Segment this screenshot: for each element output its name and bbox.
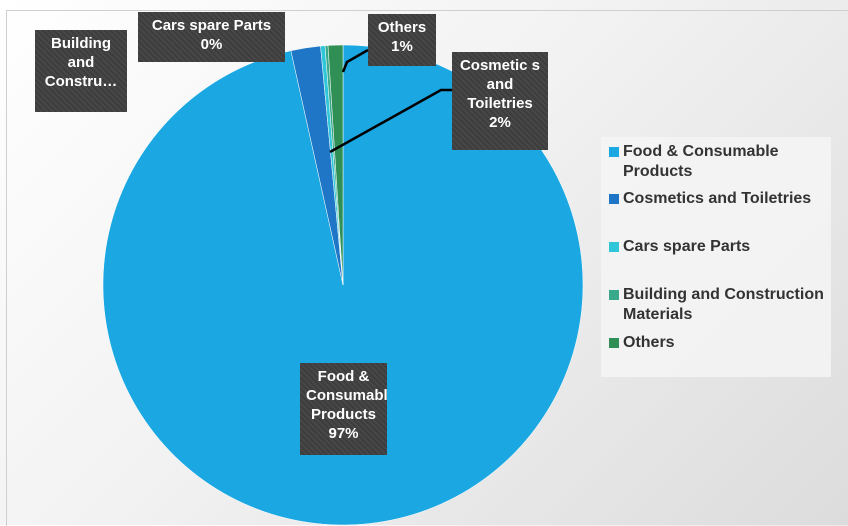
legend-label: Cosmetics and Toiletries <box>623 190 812 207</box>
data-label: Cars spare Parts 0% <box>138 12 285 62</box>
legend-swatch <box>609 338 619 348</box>
data-label-name: Others <box>377 19 427 36</box>
data-label-name: Cars spare Parts <box>151 17 272 34</box>
data-label-value: 1% <box>391 38 413 55</box>
legend-item: Food & Consumable Products <box>609 142 824 182</box>
data-label-name: Food & Consumable Products <box>306 368 387 423</box>
legend-swatch <box>609 194 619 204</box>
data-label-value: 0% <box>200 36 223 53</box>
data-label-name: Building and Constru… <box>44 35 118 90</box>
leader-line <box>329 88 452 154</box>
pie-slice <box>327 44 344 286</box>
legend-item: Cars spare Parts <box>609 237 824 257</box>
data-label: Building and Constru… <box>35 30 127 112</box>
legend-item: Building and Construction Materials <box>609 285 824 325</box>
data-label-value: 97% <box>328 425 359 442</box>
legend-item: Cosmetics and Toiletries <box>609 189 824 209</box>
legend-label: Food & Consumable Products <box>623 143 779 180</box>
legend-swatch <box>609 242 619 252</box>
data-label: Cosmetic s and Toiletries 2% <box>452 52 548 150</box>
legend-item: Others <box>609 333 824 353</box>
plot-frame <box>6 10 848 526</box>
legend-swatch <box>609 147 619 157</box>
legend: Food & Consumable Products Cosmetics and … <box>601 137 831 377</box>
legend-label: Others <box>623 334 675 351</box>
data-label: Others 1% <box>368 14 436 66</box>
legend-swatch <box>609 290 619 300</box>
legend-label: Cars spare Parts <box>623 238 751 255</box>
leader-line <box>341 48 369 73</box>
legend-label: Building and Construction Materials <box>623 286 824 323</box>
data-label-value: 2% <box>489 114 511 131</box>
data-label: Food & Consumable Products 97% <box>300 363 387 455</box>
data-label-name: Cosmetic s and Toiletries <box>459 57 541 112</box>
